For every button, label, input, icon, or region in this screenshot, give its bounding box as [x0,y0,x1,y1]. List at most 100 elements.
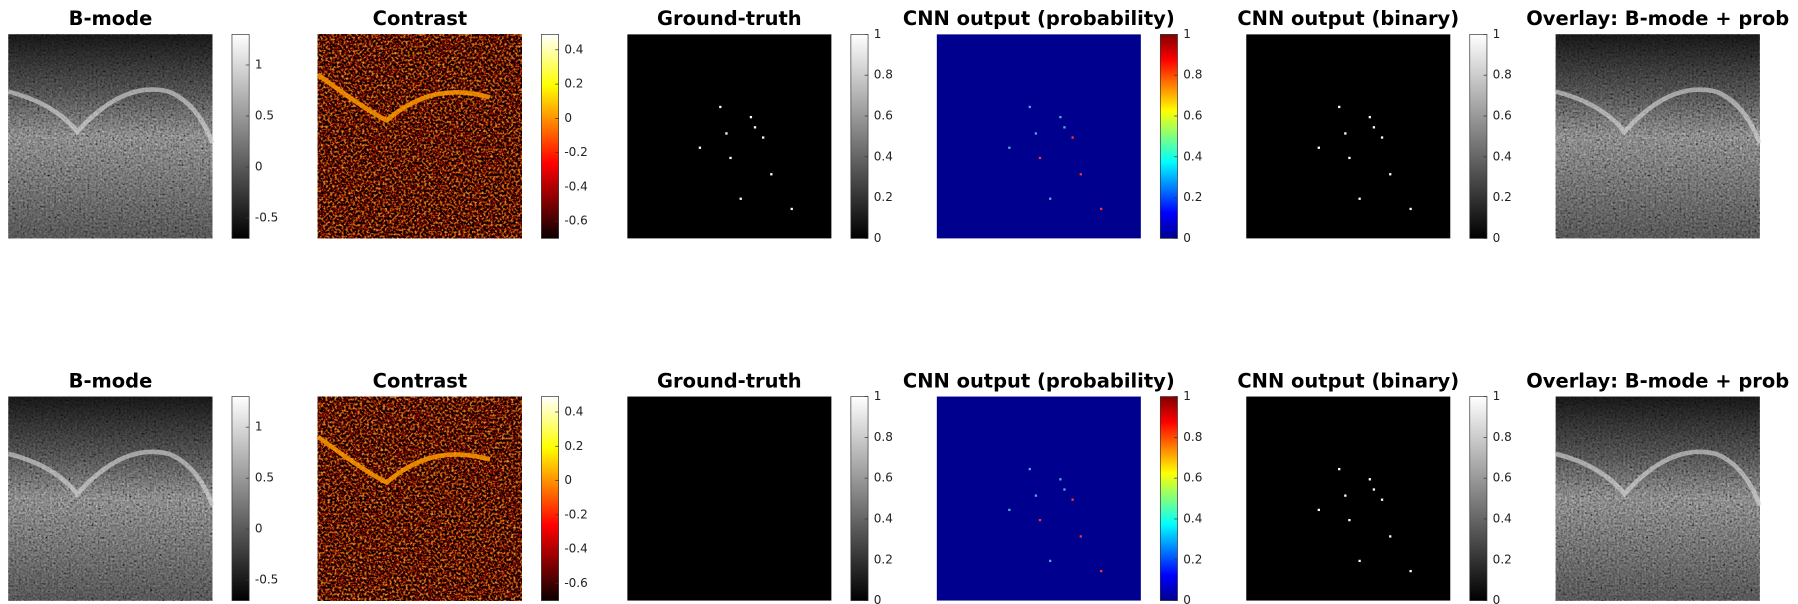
detection-dot [739,197,742,200]
contrast-boundary [316,434,491,486]
colorbar-tick-label: 0.4 [564,404,583,418]
colorbar-tick-label: 0.2 [564,439,583,453]
colorbar-tick-label: 0 [1183,593,1191,604]
detection-dot [1338,105,1341,109]
panel-title: Overlay: B-mode + prob [1526,369,1789,392]
mask-image [1246,396,1451,601]
colorbar-tick-label: 0.2 [1183,190,1202,204]
colorbar-tick-label: -0.5 [255,210,278,224]
colorbar-tick-label: 0.8 [1493,430,1512,444]
colorbar-tick-label: 0.8 [1183,430,1202,444]
colorbar-tick-label: 1 [1493,389,1501,403]
colorbar-tick-label: 1 [874,27,882,41]
detection-dot [1348,156,1351,160]
colorbar [1159,396,1178,601]
panel-title: CNN output (binary) [1237,369,1459,392]
colorbar-tick-label: 1 [255,420,263,434]
colorbar-tick-label: -0.6 [564,214,587,228]
colorbar-tick-label: -0.2 [564,507,587,521]
colorbar-tick-label: 0 [1493,231,1501,245]
detection-dot [719,105,722,109]
detection-dot [1389,535,1392,538]
colorbar [850,396,869,601]
tissue-boundary [1555,449,1762,507]
detection-dot [1034,132,1038,135]
panel-title: Overlay: B-mode + prob [1526,7,1789,30]
colorbar-tick-label: 0.6 [874,471,893,485]
detection-dot [1317,508,1320,512]
detection-dot [1344,132,1347,135]
colorbar-tick-label: 0.6 [874,108,893,122]
colorbar-tick-label: 1 [255,57,263,71]
detection-dot [1338,467,1341,471]
panel-title: B-mode [69,7,153,30]
image-shading [8,34,213,239]
colorbar-tick-label: -0.5 [255,573,278,587]
detection-dot [1008,146,1011,149]
detection-dot [1028,467,1031,471]
colorbar-tick-label: -0.4 [564,542,587,556]
mask-image [936,396,1141,601]
colorbar-tick-label: 0.8 [874,68,893,82]
detection-dot [1368,478,1371,481]
colorbar [1469,396,1488,601]
detection-dot [1368,115,1371,119]
mask-image [627,396,832,601]
colorbar-tick-label: -0.2 [564,145,587,159]
detection-dot [1063,126,1066,129]
colorbar-tick-label: -0.4 [564,179,587,193]
detection-dot [1049,559,1052,563]
detection-dot [1079,173,1082,176]
detection-dot [762,136,765,139]
detection-dot [729,156,732,160]
colorbar-tick-label: 0.5 [255,108,274,122]
colorbar-tick-label: -0.6 [564,576,587,590]
colorbar-tick-label: 0.6 [1493,108,1512,122]
detection-dot [1409,207,1412,211]
colorbar-tick-label: 0.2 [1493,552,1512,566]
colorbar-tick-label: 0 [255,522,263,536]
panel-title: CNN output (probability) [903,369,1175,392]
panel-title: CNN output (probability) [903,7,1175,30]
colorbar-tick-label: 0.4 [1183,511,1202,525]
image-shading [1555,396,1760,601]
colorbar [541,34,559,239]
mask-image [1246,34,1451,239]
detection-dot [1008,508,1011,512]
panel-title: Ground-truth [657,369,802,392]
tissue-boundary [1555,87,1762,145]
detection-dot [1079,535,1082,538]
colorbar-tick-label: 0.4 [1183,149,1202,163]
colorbar-tick-label: 1 [1183,27,1191,41]
tissue-boundary [7,87,215,145]
contrast-boundary [316,72,491,124]
colorbar-tick-label: 1 [1493,27,1501,41]
colorbar-tick-label: 0 [255,159,263,173]
tissue-boundary [7,449,215,507]
colorbar [1159,34,1178,239]
detection-dot [1034,494,1038,497]
detection-dot [1380,136,1384,139]
detection-dot [1038,156,1042,160]
detection-dot [770,173,773,176]
detection-dot [1059,115,1062,119]
panel-title: Contrast [373,369,467,392]
colorbar-tick-label: 0.4 [564,42,583,56]
colorbar-tick-label: 0.4 [1493,511,1512,525]
colorbar [1469,34,1488,239]
colorbar-tick-label: 0.2 [874,190,893,204]
colorbar [850,34,869,239]
colorbar [231,34,250,239]
colorbar-tick-label: 0.2 [1493,190,1512,204]
colorbar-tick-label: 0 [874,231,882,245]
colorbar-tick-label: 0.4 [1493,149,1512,163]
panel-title: Ground-truth [657,7,802,30]
detection-dot [1049,197,1052,200]
colorbar-tick-label: 0.2 [874,552,893,566]
detection-dot [1071,136,1074,139]
colorbar-tick-label: 1 [1183,389,1191,403]
detection-dot [1038,518,1042,522]
detection-dot [1100,569,1103,573]
colorbar-tick-label: 0.4 [874,511,893,525]
